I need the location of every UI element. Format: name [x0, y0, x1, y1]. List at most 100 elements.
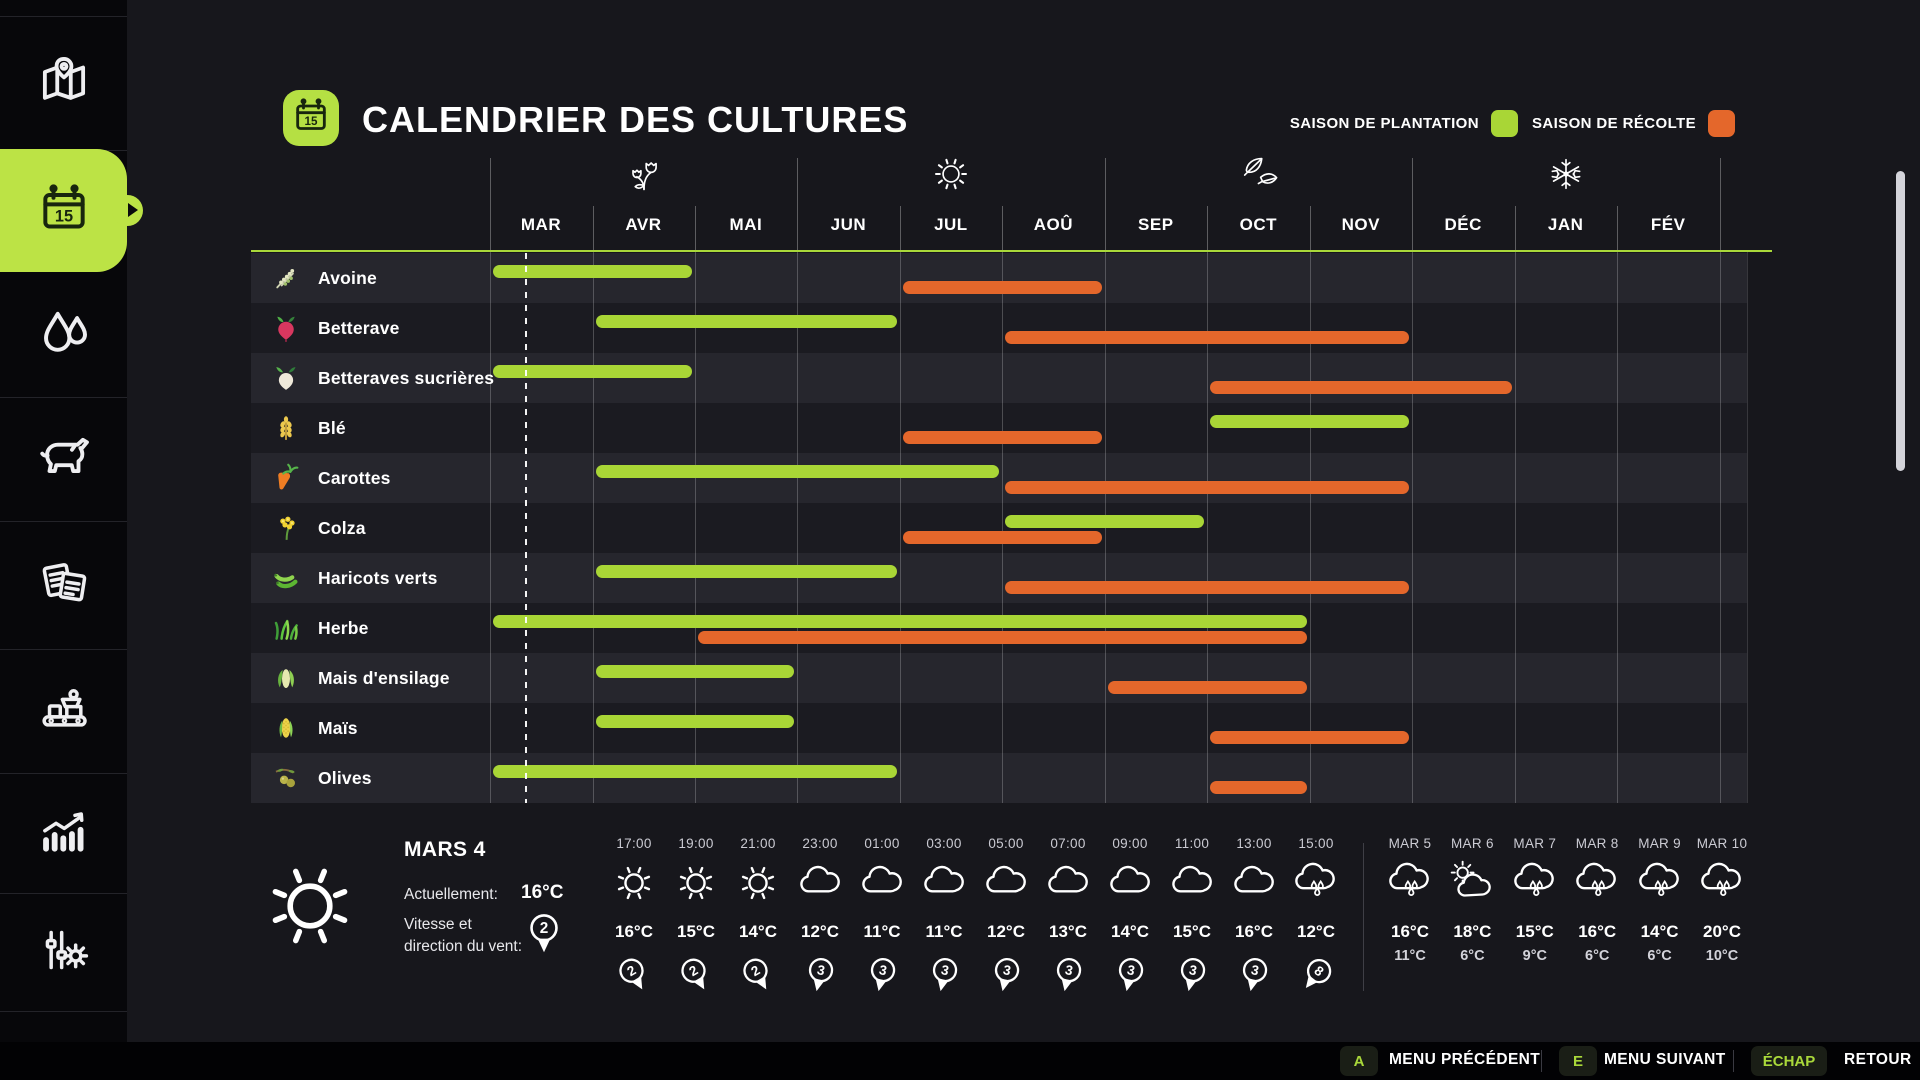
- svg-text:3: 3: [878, 962, 889, 978]
- month-tick: [694, 206, 696, 250]
- wind-label-line2: direction du vent:: [404, 938, 523, 955]
- crop-name: Betteraves sucrières: [318, 367, 495, 388]
- key-hint-échap[interactable]: ÉCHAP: [1751, 1046, 1827, 1076]
- plant-season-bar: [595, 465, 1000, 478]
- month-gridline: [592, 252, 594, 803]
- production-icon: [36, 681, 92, 742]
- current-temp-label: Actuellement:: [404, 886, 498, 903]
- hourly-temp: 15°C: [677, 922, 715, 941]
- harvest-season-bar: [902, 431, 1102, 444]
- rain-icon: [1622, 858, 1698, 908]
- olive-icon: [271, 763, 301, 793]
- vertical-scrollbar[interactable]: [1896, 171, 1905, 471]
- hourly-temp: 12°C: [801, 922, 839, 941]
- crop-row: Haricots verts: [251, 553, 1747, 603]
- crop-name: Herbe: [318, 617, 369, 638]
- wind-pin-icon: 2: [720, 956, 796, 994]
- chart-right-edge: [1747, 252, 1748, 803]
- month-tick: [1514, 206, 1516, 250]
- crop-row: Carottes: [251, 453, 1747, 503]
- daily-high-temp: 16°C: [1578, 922, 1617, 941]
- rain-icon: [1372, 858, 1448, 908]
- svg-text:3: 3: [940, 962, 951, 978]
- month-gridline: [899, 252, 901, 803]
- month-label: AVR: [625, 215, 662, 234]
- calendar-icon: 15: [36, 181, 92, 242]
- carrot-icon: [271, 463, 301, 493]
- current-date: MARS 4: [404, 838, 486, 861]
- key-hint-label: MENU PRÉCÉDENT: [1389, 1051, 1541, 1068]
- sidebar-item-calendar[interactable]: 15: [0, 149, 127, 273]
- page-title: CALENDRIER DES CULTURES: [362, 99, 909, 140]
- crop-name: Betterave: [318, 317, 400, 338]
- hourly-time: 23:00: [802, 836, 838, 851]
- cloud-icon: [1154, 858, 1230, 908]
- hourly-temp: 15°C: [1173, 922, 1211, 941]
- oat-icon: [271, 263, 301, 293]
- harvest-season-bar: [902, 531, 1102, 544]
- plant-season-bar: [595, 565, 897, 578]
- daily-low-temp: 11°C: [1394, 948, 1426, 964]
- legend-item-plantation: SAISON DE PLANTATION: [1290, 110, 1518, 137]
- key-hint-label: RETOUR: [1844, 1051, 1912, 1068]
- winter-snowflake-icon: [1544, 152, 1588, 201]
- daily-low-temp: 10°C: [1705, 948, 1739, 964]
- sidebar-item-production[interactable]: [0, 649, 127, 774]
- crop-row: Olives: [251, 753, 1747, 803]
- daily-high-temp: 18°C: [1453, 922, 1492, 941]
- crop-row: Colza: [251, 503, 1747, 553]
- legend-swatch: [1708, 110, 1735, 137]
- hourly-temp: 12°C: [987, 922, 1025, 941]
- key-hint-label: MENU SUIVANT: [1604, 1051, 1726, 1068]
- hourly-time: 03:00: [926, 836, 962, 851]
- key-hint-e[interactable]: E: [1559, 1046, 1597, 1076]
- daily-high-temp: 15°C: [1515, 922, 1554, 941]
- daily-day: MAR 8: [1575, 836, 1619, 851]
- month-gridline: [1207, 252, 1209, 803]
- sidebar-item-statistics[interactable]: [0, 773, 127, 894]
- wind-pin-icon: 3: [968, 956, 1044, 994]
- sidebar-item-contracts[interactable]: [0, 521, 127, 650]
- hourly-time: 21:00: [740, 836, 776, 851]
- harvest-season-bar: [1210, 731, 1410, 744]
- harvest-season-bar: [902, 281, 1102, 294]
- plant-season-bar: [493, 365, 692, 378]
- sidebar-item-settings[interactable]: [0, 893, 127, 1012]
- summer-sun-icon: [929, 152, 973, 201]
- key-hint-a[interactable]: A: [1340, 1046, 1378, 1076]
- sidebar-item-water-drops[interactable]: [0, 273, 127, 398]
- month-tick: [1719, 158, 1721, 250]
- hourly-temp: 13°C: [1049, 922, 1087, 941]
- rain-icon: [1497, 858, 1573, 908]
- current-weather-sun-icon: [252, 848, 368, 964]
- corn-icon: [271, 713, 301, 743]
- cloud-icon: [782, 858, 858, 908]
- hourly-time: 13:00: [1236, 836, 1272, 851]
- hourly-temp: 11°C: [863, 922, 901, 941]
- canola-icon: [271, 513, 301, 543]
- month-tick: [1617, 206, 1619, 250]
- month-gridline: [1514, 252, 1516, 803]
- svg-text:2: 2: [749, 962, 763, 979]
- chart-top-rule: [251, 250, 1772, 252]
- daily-low-temp: 9°C: [1522, 948, 1547, 964]
- svg-text:8: 8: [1311, 963, 1327, 980]
- month-label: OCT: [1239, 215, 1277, 234]
- daily-high-temp: 20°C: [1703, 922, 1741, 941]
- month-label: MAI: [729, 215, 763, 234]
- plant-season-bar: [493, 615, 1307, 628]
- hourly-time: 07:00: [1050, 836, 1086, 851]
- sidebar-item-animals[interactable]: [0, 397, 127, 522]
- sidebar-item-map[interactable]: [0, 16, 127, 151]
- hint-divider: [1541, 1050, 1542, 1072]
- month-tick: [1309, 206, 1311, 250]
- hourly-temp: 14°C: [1111, 922, 1149, 941]
- wind-pin-icon: 3: [1092, 956, 1168, 994]
- crop-name: Avoine: [318, 267, 377, 288]
- month-label: FÉV: [1650, 215, 1686, 234]
- svg-text:15: 15: [54, 207, 72, 225]
- month-gridline: [1309, 252, 1311, 803]
- hourly-time: 15:00: [1298, 836, 1334, 851]
- wind-pin-icon: 2: [596, 956, 672, 994]
- sidebar-active-tile[interactable]: [0, 149, 127, 272]
